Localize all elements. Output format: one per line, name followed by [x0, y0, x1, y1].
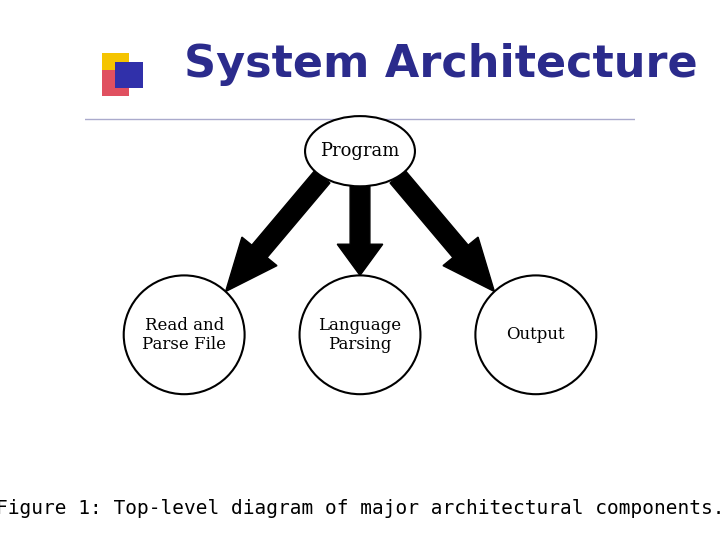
Polygon shape — [225, 171, 330, 292]
Text: System Architecture: System Architecture — [184, 43, 698, 86]
Circle shape — [124, 275, 245, 394]
FancyBboxPatch shape — [115, 62, 143, 88]
Text: Program: Program — [320, 142, 400, 160]
Polygon shape — [337, 186, 383, 275]
Text: Read and
Parse File: Read and Parse File — [142, 316, 226, 353]
Circle shape — [300, 275, 420, 394]
Text: Language
Parsing: Language Parsing — [318, 316, 402, 353]
Circle shape — [475, 275, 596, 394]
Text: Output: Output — [507, 326, 565, 343]
FancyBboxPatch shape — [102, 70, 129, 96]
FancyBboxPatch shape — [102, 53, 129, 80]
Polygon shape — [390, 171, 495, 292]
Text: Figure 1: Top-level diagram of major architectural components.: Figure 1: Top-level diagram of major arc… — [0, 500, 720, 518]
Ellipse shape — [305, 116, 415, 186]
